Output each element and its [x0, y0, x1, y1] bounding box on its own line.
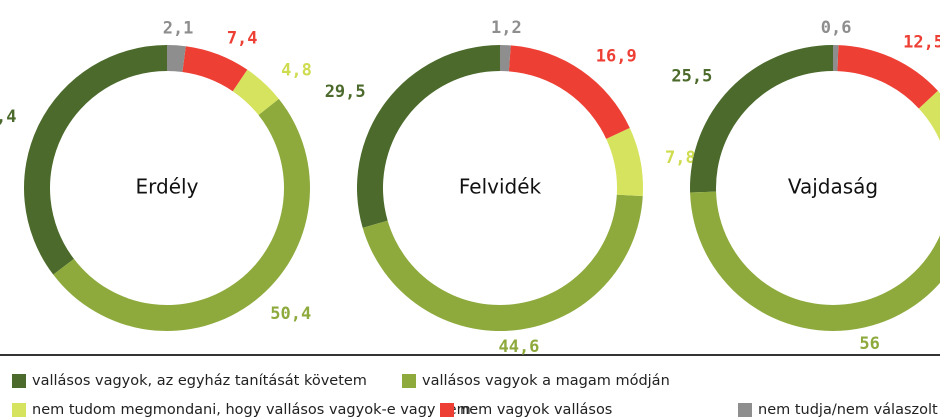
donut-segment	[357, 45, 500, 228]
donut-segment	[24, 45, 167, 275]
donut-segment	[500, 45, 511, 72]
legend-swatch	[440, 403, 454, 417]
legend-label: nem vagyok vallásos	[460, 402, 612, 418]
donut-segment	[833, 45, 839, 72]
center-label: Erdély	[136, 175, 199, 199]
value-label: 50,4	[270, 304, 311, 324]
donut-segment	[837, 45, 938, 109]
legend-swatch	[12, 374, 26, 388]
legend-swatch	[738, 403, 752, 417]
center-label: Felvidék	[459, 175, 542, 199]
value-label: 29,5	[325, 82, 366, 102]
donut-segment	[606, 127, 643, 197]
donut-segment	[918, 90, 940, 141]
value-label: 1,2	[491, 18, 522, 38]
value-label: 16,9	[596, 47, 637, 67]
donut-segment	[53, 98, 311, 332]
value-label: 7,4	[227, 28, 258, 48]
value-label: 7,8	[665, 148, 696, 168]
legend-swatch	[402, 374, 416, 388]
legend-swatch	[12, 403, 26, 417]
donut-segment	[690, 45, 833, 193]
legend-label: nem tudja/nem válaszolt	[758, 402, 938, 418]
value-label: 2,1	[163, 18, 194, 38]
donut-segment	[182, 46, 248, 92]
legend-label: nem tudom megmondani, hogy vallásos vagy…	[32, 402, 471, 418]
value-label: 56	[859, 334, 879, 354]
value-label: 4,8	[281, 61, 312, 81]
value-label: 25,5	[671, 67, 712, 87]
legend-label: vallásos vagyok, az egyház tanítását köv…	[32, 373, 367, 389]
value-label: 12,5	[903, 33, 940, 53]
value-label: 44,6	[498, 337, 539, 357]
value-label: 35,4	[0, 107, 16, 127]
value-label: 0,6	[821, 18, 852, 38]
donut-segment	[508, 45, 630, 139]
donut-segment	[362, 194, 643, 331]
legend-label: vallásos vagyok a magam módján	[422, 373, 670, 389]
donut-segment	[232, 69, 279, 116]
donut-segment	[167, 45, 186, 73]
donut-segment	[690, 191, 940, 331]
center-label: Vajdaság	[788, 175, 878, 199]
